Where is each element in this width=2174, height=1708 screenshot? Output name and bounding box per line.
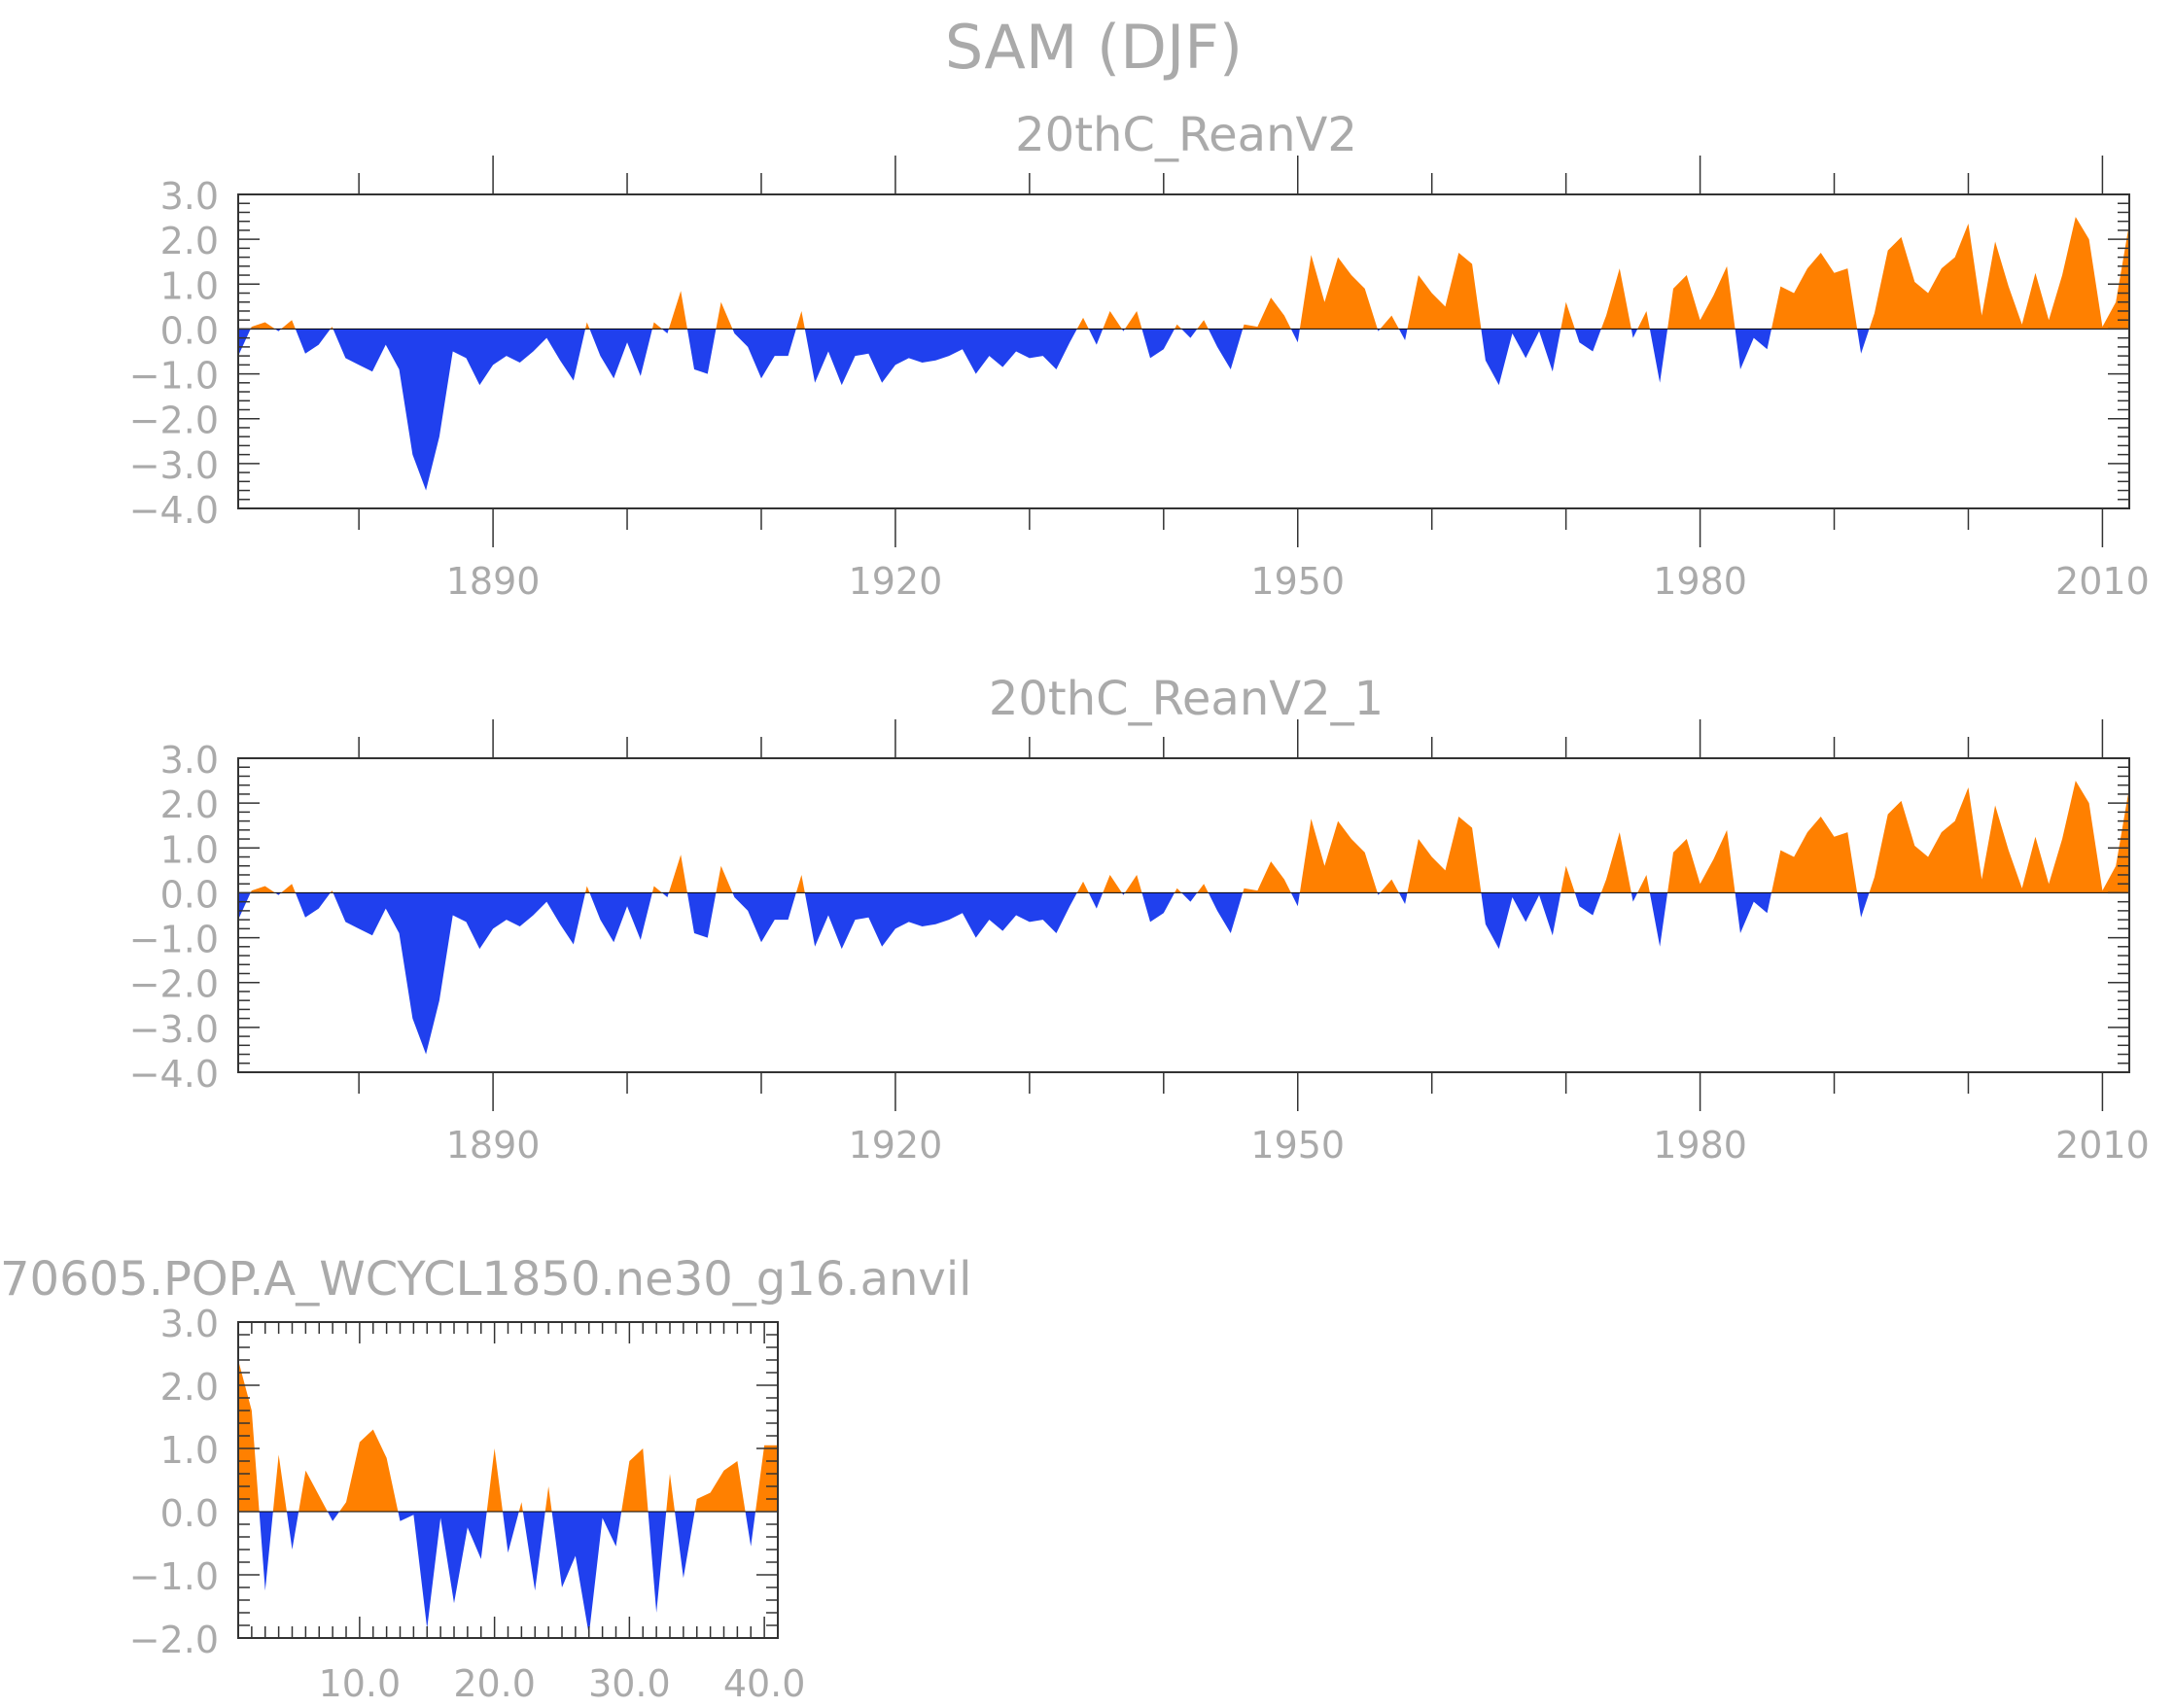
- x-tick-label: 10.0: [319, 1662, 402, 1705]
- negative-area: [259, 1512, 756, 1635]
- y-tick-label: −2.0: [129, 1619, 219, 1661]
- y-tick-label: −1.0: [129, 919, 219, 961]
- y-tick-label: 1.0: [160, 828, 219, 871]
- positive-area: [250, 781, 2130, 893]
- y-tick-label: 0.0: [160, 873, 219, 916]
- negative-area: [238, 892, 1870, 1055]
- y-tick-label: 0.0: [160, 1492, 219, 1535]
- y-tick-label: −2.0: [129, 963, 219, 1006]
- x-tick-label: 1950: [1250, 1124, 1345, 1167]
- y-tick-label: 1.0: [160, 1429, 219, 1472]
- negative-area: [238, 329, 1870, 491]
- y-tick-label: −1.0: [129, 1555, 219, 1598]
- x-tick-label: 2010: [2055, 1124, 2150, 1167]
- positive-area: [250, 217, 2130, 330]
- panel-title-reanv2-1: 20thC_ReanV2_1: [989, 672, 1384, 726]
- panel-reanv2-1: 20thC_ReanV2_1 3.02.01.00.0−1.0−2.0−3.0−…: [129, 672, 2150, 1167]
- y-tick-label: −4.0: [129, 1053, 219, 1096]
- y-tick-label: 3.0: [160, 175, 219, 218]
- panel-title-anvil: 70605.POP.A_WCYCL1850.ne30_g16.anvil: [0, 1252, 972, 1307]
- x-tick-label: 1980: [1653, 1124, 1747, 1167]
- y-tick-label: 2.0: [160, 784, 219, 826]
- x-tick-label: 40.0: [723, 1662, 806, 1705]
- panel-reanv2: 20thC_ReanV2 3.02.01.00.0−1.0−2.0−3.0−4.…: [129, 108, 2150, 603]
- y-tick-label: 0.0: [160, 309, 219, 352]
- y-tick-label: 3.0: [160, 1303, 219, 1345]
- y-tick-label: 2.0: [160, 220, 219, 262]
- y-tick-label: −2.0: [129, 400, 219, 442]
- x-tick-label: 1980: [1653, 560, 1747, 603]
- x-tick-label: 1950: [1250, 560, 1345, 603]
- main-title: SAM (DJF): [945, 12, 1243, 83]
- y-tick-label: −1.0: [129, 355, 219, 398]
- x-tick-label: 1920: [849, 560, 943, 603]
- plot-frame: [237, 757, 2130, 1073]
- y-tick-label: 2.0: [160, 1366, 219, 1409]
- panel-anvil: 70605.POP.A_WCYCL1850.ne30_g16.anvil 3.0…: [0, 1252, 972, 1705]
- y-tick-label: −4.0: [129, 489, 219, 532]
- y-tick-label: −3.0: [129, 1008, 219, 1051]
- positive-area: [238, 1360, 778, 1512]
- x-tick-label: 1920: [849, 1124, 943, 1167]
- plot-frame: [237, 1321, 779, 1639]
- plot-frame: [237, 193, 2130, 509]
- x-tick-label: 1890: [446, 560, 541, 603]
- y-tick-label: 3.0: [160, 739, 219, 782]
- panel-title-reanv2: 20thC_ReanV2: [1015, 108, 1357, 162]
- y-tick-label: 1.0: [160, 264, 219, 307]
- x-tick-label: 1890: [446, 1124, 541, 1167]
- x-tick-label: 30.0: [588, 1662, 671, 1705]
- x-tick-label: 20.0: [453, 1662, 536, 1705]
- x-tick-label: 2010: [2055, 560, 2150, 603]
- y-tick-label: −3.0: [129, 444, 219, 487]
